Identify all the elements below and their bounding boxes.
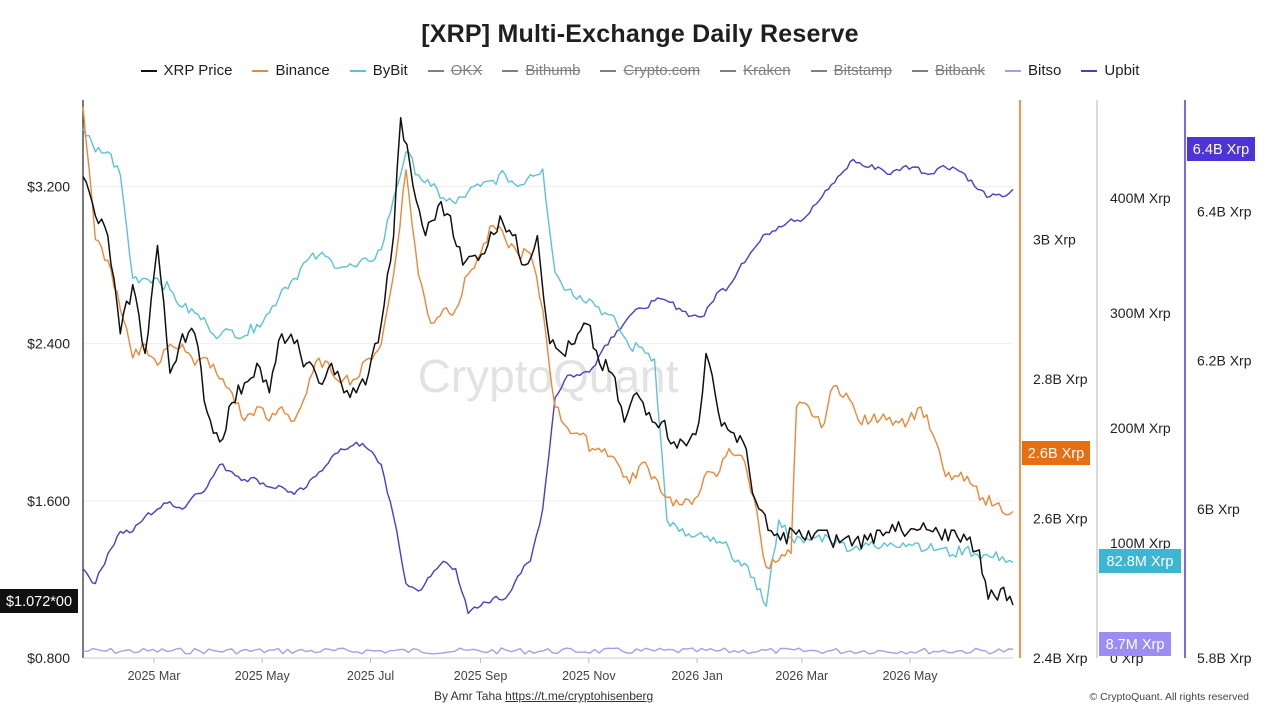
- legend-swatch: [252, 69, 269, 72]
- chart-title: [XRP] Multi-Exchange Daily Reserve: [421, 20, 859, 48]
- legend-item-crypto-com[interactable]: Crypto.com: [600, 62, 700, 79]
- x-tick-label: 2025 Sep: [454, 669, 508, 683]
- bybit-tick-label: 100M Xrp: [1110, 535, 1171, 551]
- series-line-bybit: [82, 128, 1014, 607]
- legend-item-binance[interactable]: Binance: [252, 62, 330, 79]
- legend-label: ByBit: [372, 62, 408, 79]
- attribution: By Amr Taha https://t.me/cryptohisenberg: [434, 689, 653, 703]
- price-tick-label: $2.400: [27, 336, 70, 352]
- upbit-tick-label: 6.4B Xrp: [1197, 204, 1252, 220]
- legend-swatch: [720, 69, 737, 72]
- legend-label: Bithumb: [525, 62, 581, 79]
- x-tick-label: 2025 Nov: [562, 669, 616, 683]
- legend-swatch: [1005, 69, 1022, 72]
- author-text: By Amr Taha: [434, 689, 502, 703]
- legend-swatch: [349, 69, 366, 72]
- bitso-current-badge: 8.7M Xrp: [1099, 632, 1171, 656]
- legend-item-upbit[interactable]: Upbit: [1081, 62, 1139, 79]
- binance-tick-label: 3B Xrp: [1033, 232, 1076, 248]
- upbit-tick-label: 6B Xrp: [1197, 501, 1240, 517]
- price-current-badge-bg: [0, 589, 78, 613]
- bybit-tick-label: 300M Xrp: [1110, 305, 1171, 321]
- upbit-current-badge-label: 6.4B Xrp: [1193, 142, 1249, 158]
- x-tick-label: 2026 May: [883, 669, 939, 683]
- price-tick-label: $1.600: [27, 493, 70, 509]
- legend-swatch: [810, 69, 827, 72]
- upbit-current-badge-bg: [1187, 137, 1255, 161]
- legend-swatch: [140, 69, 157, 72]
- upbit-tick-label: 6.2B Xrp: [1197, 352, 1252, 368]
- legend-label: Crypto.com: [623, 62, 701, 79]
- bybit-current-badge: 82.8M Xrp: [1099, 549, 1181, 573]
- x-tick-label: 2025 Jul: [347, 669, 394, 683]
- bybit-current-badge-bg: [1099, 549, 1181, 573]
- chart-legend: XRP Price Binance ByBit OKX Bithumb Crypto.co…: [0, 62, 1280, 79]
- x-tick-label: 2025 May: [235, 669, 291, 683]
- legend-label: Kraken: [743, 62, 791, 79]
- series-line-xrp-price: [82, 116, 1014, 606]
- legend-label: Bitso: [1028, 62, 1062, 79]
- legend-item-bithumb[interactable]: Bithumb: [502, 62, 580, 79]
- upbit-tick-label: 5.8B Xrp: [1197, 650, 1252, 666]
- price-tick-label: $0.800: [27, 650, 70, 666]
- bitso-current-badge-label: 8.7M Xrp: [1106, 637, 1165, 653]
- legend-item-bybit[interactable]: ByBit: [349, 62, 408, 79]
- legend-item-kraken[interactable]: Kraken: [720, 62, 791, 79]
- series-line-upbit: [82, 158, 1014, 615]
- legend-item-xrp-price[interactable]: XRP Price: [140, 62, 233, 79]
- legend-item-bitso[interactable]: Bitso: [1005, 62, 1061, 79]
- binance-current-badge-label: 2.6B Xrp: [1028, 446, 1084, 462]
- binance-tick-label: 2.6B Xrp: [1033, 511, 1088, 527]
- legend-label: Bitbank: [935, 62, 986, 79]
- binance-tick-label: 2.8B Xrp: [1033, 371, 1088, 387]
- binance-current-badge-bg: [1022, 441, 1090, 465]
- legend-item-okx[interactable]: OKX: [427, 62, 483, 79]
- bybit-current-badge-label: 82.8M Xrp: [1107, 554, 1174, 570]
- series-line-bitso: [82, 647, 1014, 655]
- legend-label: Bitstamp: [833, 62, 892, 79]
- legend-label: Upbit: [1104, 62, 1140, 79]
- bitso-current-badge-bg: [1099, 632, 1171, 656]
- legend-label: Binance: [275, 62, 330, 79]
- x-tick-label: 2026 Jan: [671, 669, 722, 683]
- legend-swatch: [1081, 69, 1098, 72]
- bybit-tick-label: 400M Xrp: [1110, 190, 1171, 206]
- bybit-tick-label: 200M Xrp: [1110, 420, 1171, 436]
- copyright-text: © CryptoQuant. All rights reserved: [1089, 691, 1249, 703]
- upbit-current-badge: 6.4B Xrp: [1187, 137, 1255, 161]
- price-current-badge: $1.072*00: [0, 589, 78, 613]
- legend-label: XRP Price: [163, 62, 233, 79]
- author-link[interactable]: https://t.me/cryptohisenberg: [505, 689, 654, 703]
- legend-swatch: [600, 69, 617, 72]
- legend-item-bitbank[interactable]: Bitbank: [912, 62, 985, 79]
- legend-swatch: [502, 69, 519, 72]
- price-tick-label: $3.200: [27, 178, 70, 194]
- x-tick-label: 2026 Mar: [775, 669, 828, 683]
- x-tick-label: 2025 Mar: [128, 669, 181, 683]
- binance-current-badge: 2.6B Xrp: [1022, 441, 1090, 465]
- series-line-binance: [82, 106, 1014, 570]
- legend-item-bitstamp[interactable]: Bitstamp: [810, 62, 892, 79]
- legend-swatch: [912, 69, 928, 72]
- price-current-badge-label: $1.072*00: [6, 594, 72, 610]
- legend-swatch: [427, 69, 444, 72]
- legend-label: OKX: [450, 62, 483, 79]
- binance-tick-label: 2.4B Xrp: [1033, 650, 1088, 666]
